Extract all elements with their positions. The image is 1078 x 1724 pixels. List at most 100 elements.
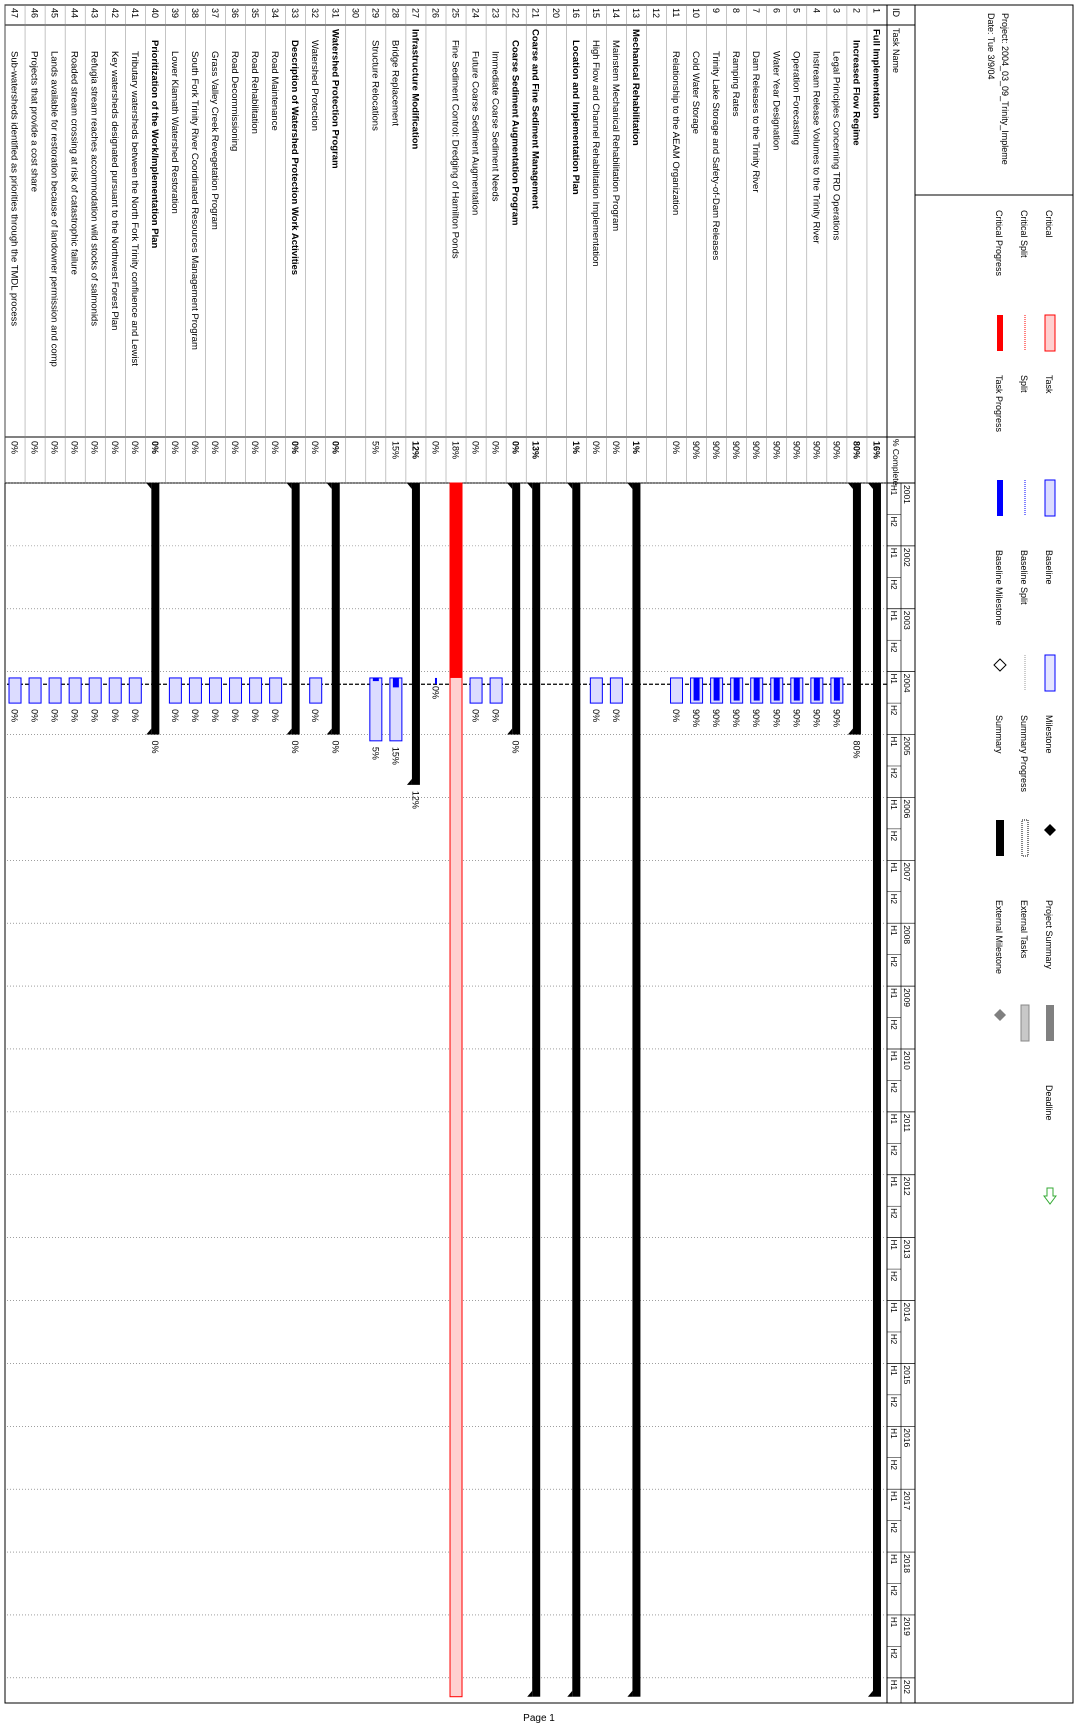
legend-swatch (1044, 824, 1056, 836)
bar-label: 90% (751, 709, 761, 727)
task-name: Future Coarse Sediment Augmentation (470, 51, 481, 215)
bar-label: 0% (30, 709, 40, 722)
task-bar (8, 677, 22, 704)
legend-item-baseline: Baseline (1044, 550, 1056, 692)
bar-label: 0% (210, 709, 220, 722)
bar-label: 90% (771, 709, 781, 727)
bar-label: 90% (791, 709, 801, 727)
task-id: 43 (90, 8, 100, 18)
summary-bar (872, 483, 881, 1697)
task-percent: 90% (831, 441, 841, 459)
task-id: 11 (671, 8, 681, 17)
task-percent: 0% (70, 441, 80, 454)
bar-label: 0% (310, 709, 320, 722)
task-name: Relationship to the AEAM Organization (670, 51, 681, 215)
task-name: Lands available for restoration because … (49, 51, 60, 367)
summary-bar (331, 483, 340, 735)
task-bar (168, 677, 182, 704)
legend-item-critical-split: Critical Split (1019, 210, 1029, 351)
timescale-half-label: H2 (889, 768, 898, 779)
bar-label: 0% (430, 686, 440, 699)
task-name: Prioritization of the Work/Implementatio… (149, 40, 160, 249)
legend-item-baseline-split: Baseline Split (1019, 550, 1029, 691)
task-percent: 16% (871, 441, 881, 459)
task-bar (48, 677, 62, 704)
timescale-half-label: H1 (889, 1617, 898, 1628)
timescale-half-label: H2 (889, 1208, 898, 1219)
task-id: 34 (270, 8, 280, 18)
task-id: 21 (531, 8, 541, 18)
task-bar (108, 677, 122, 704)
task-percent: 90% (751, 441, 761, 459)
legend-swatch (1044, 654, 1056, 692)
timescale-year-label: 2009 (902, 988, 912, 1007)
task-name: South Fork Trinity River Coordinated Res… (189, 51, 200, 350)
task-name: Key watersheds designated pursuant to th… (109, 51, 120, 330)
timescale-half-label: H1 (889, 1680, 898, 1691)
legend-label: Split (1019, 375, 1029, 393)
task-id: 4 (811, 8, 821, 13)
task-bar (229, 677, 243, 704)
task-name: Coarse Sediment Augmentation Program (510, 40, 521, 225)
summary-bar-cap (146, 728, 152, 735)
timescale-half-label: H2 (889, 894, 898, 905)
task-percent: 0% (671, 441, 681, 454)
timescale-year-label: 202 (902, 1680, 912, 1694)
timescale-half-label: H1 (889, 548, 898, 559)
legend-item-summary: Summary (994, 715, 1004, 856)
task-name: Legal Principles Concerning TRD Operatio… (830, 51, 841, 241)
task-progress (372, 677, 379, 682)
task-id: 24 (471, 8, 481, 18)
timescale-half-label: H2 (889, 1020, 898, 1031)
task-id: 1 (871, 8, 881, 13)
task-bar (369, 677, 383, 742)
legend-label: Critical (1044, 210, 1054, 238)
task-name: Sub-watersheds identified as priorities … (9, 51, 20, 326)
timescale-year-label: 2015 (902, 1365, 912, 1384)
task-bar (589, 677, 603, 704)
task-name: High Flow and Channel Rehabilitation Imp… (590, 40, 601, 267)
legend-swatch (997, 480, 1003, 516)
task-id: 3 (831, 8, 841, 13)
task-name: Infrastructure Modification (409, 29, 420, 150)
task-id: 39 (170, 8, 180, 18)
task-percent: 0% (471, 441, 481, 454)
task-percent: 0% (511, 441, 521, 454)
timescale-year-label: 2011 (902, 1114, 912, 1133)
task-id: 40 (150, 8, 160, 18)
bar-label: 90% (831, 709, 841, 727)
summary-bar-cap (286, 483, 292, 489)
task-name: Road Decommissioning (229, 51, 240, 151)
summary-bar (151, 483, 160, 735)
legend-label: Critical Progress (994, 210, 1004, 277)
timescale-half-label: H1 (889, 485, 898, 496)
bar-label: 0% (270, 709, 280, 722)
summary-bar-cap (146, 483, 152, 489)
task-name: Trinity Lake Storage and Safety-of-Dam R… (710, 51, 721, 261)
summary-bar-cap (406, 778, 412, 785)
bar-label: 0% (471, 709, 481, 722)
task-id: 27 (410, 8, 420, 18)
task-percent: 1% (631, 441, 641, 454)
legend-swatch (1044, 479, 1056, 517)
bar-label: 12% (410, 791, 420, 809)
legend-label: Deadline (1044, 1085, 1054, 1121)
task-name: Roaded stream crossing at risk of catast… (69, 51, 80, 275)
task-percent: 12% (410, 441, 420, 459)
task-percent: 15% (390, 441, 400, 459)
timescale-half-label: H1 (889, 674, 898, 685)
task-name: Structure Relocations (369, 40, 380, 131)
column-header-name: Task Name (891, 28, 901, 73)
bar-label: 0% (611, 709, 621, 722)
task-percent: 0% (90, 441, 100, 454)
summary-bar-cap (847, 728, 853, 735)
task-progress (753, 677, 760, 701)
task-name: Mechanical Rehabilitation (630, 29, 641, 146)
summary-bar-cap (507, 728, 513, 735)
task-bar (309, 677, 323, 704)
timescale-half-label: H2 (889, 1082, 898, 1093)
task-bar (208, 677, 222, 704)
task-percent: 0% (50, 441, 60, 454)
